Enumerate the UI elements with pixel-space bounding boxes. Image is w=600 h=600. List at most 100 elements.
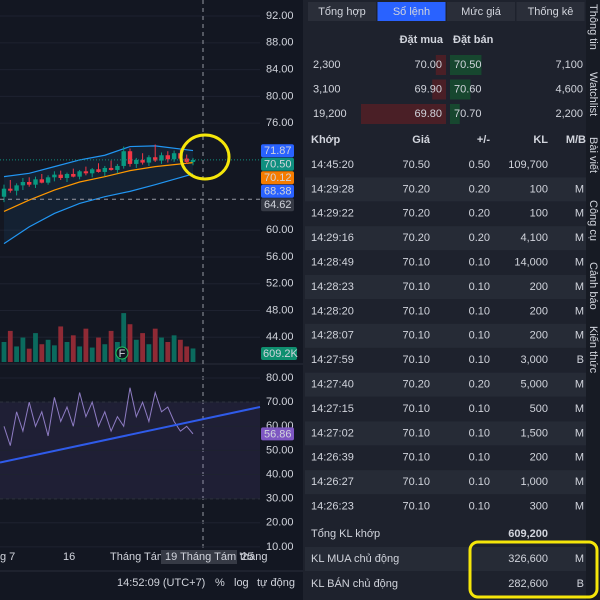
tab-label[interactable]: Thống kê <box>528 6 574 18</box>
trade-cell: 14:28:07 <box>311 330 354 342</box>
volume-bar <box>127 324 133 362</box>
tab[interactable] <box>447 2 515 21</box>
trade-cell: M <box>575 427 584 439</box>
trade-row <box>305 494 586 519</box>
side-tab[interactable]: Thông tin <box>587 4 599 50</box>
trade-cell: 70.10 <box>402 476 430 488</box>
bid-volume: 3,100 <box>313 83 341 95</box>
trade-cell: 14:29:22 <box>311 208 354 220</box>
candle-body <box>108 167 114 170</box>
side-tab[interactable]: Kiến thức <box>587 326 599 374</box>
trade-cell: 300 <box>530 501 548 513</box>
rsi-tick-label: 50.00 <box>266 444 294 456</box>
tab-label[interactable]: Sổ lệnh <box>393 6 430 18</box>
trade-cell: 70.20 <box>402 232 430 244</box>
candle-body <box>8 188 13 191</box>
time-label: g 7 <box>0 551 15 563</box>
ask-volume: 2,200 <box>555 108 583 120</box>
y-tick-label: 56.00 <box>266 251 294 263</box>
trade-row <box>305 397 586 421</box>
time-label: tháng <box>240 551 268 563</box>
trade-cell: 14:28:20 <box>311 305 354 317</box>
trade-row <box>305 226 586 251</box>
candle-body <box>134 159 139 164</box>
bid-volume: 2,300 <box>313 59 341 71</box>
trade-cell: B <box>577 354 584 366</box>
tab-label[interactable]: Tổng hợp <box>318 6 366 18</box>
trade-cell: 5,000 <box>520 379 548 391</box>
trade-cell: 1,500 <box>520 427 548 439</box>
tab[interactable] <box>308 2 376 21</box>
volume-bar <box>171 335 177 362</box>
toolbar-item[interactable]: log <box>234 577 249 589</box>
trade-cell: 200 <box>530 281 548 293</box>
candle-body <box>20 182 26 186</box>
volume-bar <box>184 346 190 362</box>
trade-cell: 14:29:16 <box>311 232 354 244</box>
trade-cell: M <box>575 305 584 317</box>
candle-body <box>1 188 7 197</box>
tab-label[interactable]: Mức giá <box>461 6 502 18</box>
candle-body <box>146 157 152 163</box>
volume-bar <box>7 330 13 362</box>
volume-tag-label: 609.2K <box>263 348 299 360</box>
trade-cell: 200 <box>530 305 548 317</box>
summary-row <box>305 547 586 571</box>
summary-value: 609,200 <box>508 528 548 540</box>
trade-cell: M <box>575 452 584 464</box>
trade-cell: M <box>575 501 584 513</box>
tab[interactable] <box>377 2 446 21</box>
ask-volume: 7,100 <box>555 59 583 71</box>
trade-cell: 70.20 <box>402 183 430 195</box>
side-tab[interactable]: Cảnh báo <box>587 262 599 310</box>
side-tab[interactable]: Watchlist <box>587 72 599 116</box>
chart-bg <box>0 0 303 600</box>
band-middle <box>3 162 194 212</box>
bid-price: 70.00 <box>414 59 442 71</box>
volume-bar <box>108 330 114 362</box>
band-fill <box>4 145 193 244</box>
price-tag-label: 64.62 <box>264 199 292 211</box>
trade-row <box>305 372 586 397</box>
candle-body <box>45 177 51 183</box>
rsi-tick-label: 10.00 <box>266 541 294 553</box>
trade-cell: 0.50 <box>469 159 490 171</box>
trade-cell: 70.10 <box>402 257 430 269</box>
trade-cell: 14:26:39 <box>311 452 354 464</box>
volume-bar <box>190 348 196 362</box>
y-tick-label: 44.00 <box>266 331 294 343</box>
toolbar-item[interactable]: % <box>215 577 225 589</box>
candle-body <box>27 182 32 185</box>
time-highlight <box>161 550 237 564</box>
trade-row <box>305 299 586 324</box>
volume-bar <box>77 346 82 362</box>
trade-cell: 14:26:23 <box>311 501 354 513</box>
volume-bar <box>14 346 19 362</box>
candle-body <box>64 173 70 178</box>
summary-label: KL BÁN chủ động <box>311 577 398 590</box>
summary-label: KL MUA chủ động <box>311 553 399 565</box>
tab[interactable] <box>516 2 585 21</box>
trade-cell: 0.10 <box>469 501 490 513</box>
volume-tag <box>261 346 297 360</box>
trade-cell: 0.20 <box>469 232 490 244</box>
trade-cell: 14:28:23 <box>311 281 354 293</box>
side-tab[interactable]: Bài viết <box>587 137 599 173</box>
trade-cell: 14,000 <box>514 257 548 269</box>
trade-cell: 0.10 <box>469 281 490 293</box>
y-tick-label: 80.00 <box>266 90 294 102</box>
trade-cell: 70.50 <box>402 159 430 171</box>
volume-bar <box>39 344 45 362</box>
side-tab[interactable]: Công cụ <box>587 200 599 241</box>
trade-cell: 14:28:49 <box>311 257 354 269</box>
candle-body <box>52 174 57 178</box>
trade-cell: 200 <box>530 452 548 464</box>
candle-body <box>96 169 101 172</box>
trade-cell: 1,000 <box>520 476 548 488</box>
y-tick-label: 48.00 <box>266 304 294 316</box>
ask-price: 70.50 <box>454 59 482 71</box>
toolbar-item[interactable]: tự động <box>257 577 295 589</box>
trade-row <box>305 348 586 373</box>
